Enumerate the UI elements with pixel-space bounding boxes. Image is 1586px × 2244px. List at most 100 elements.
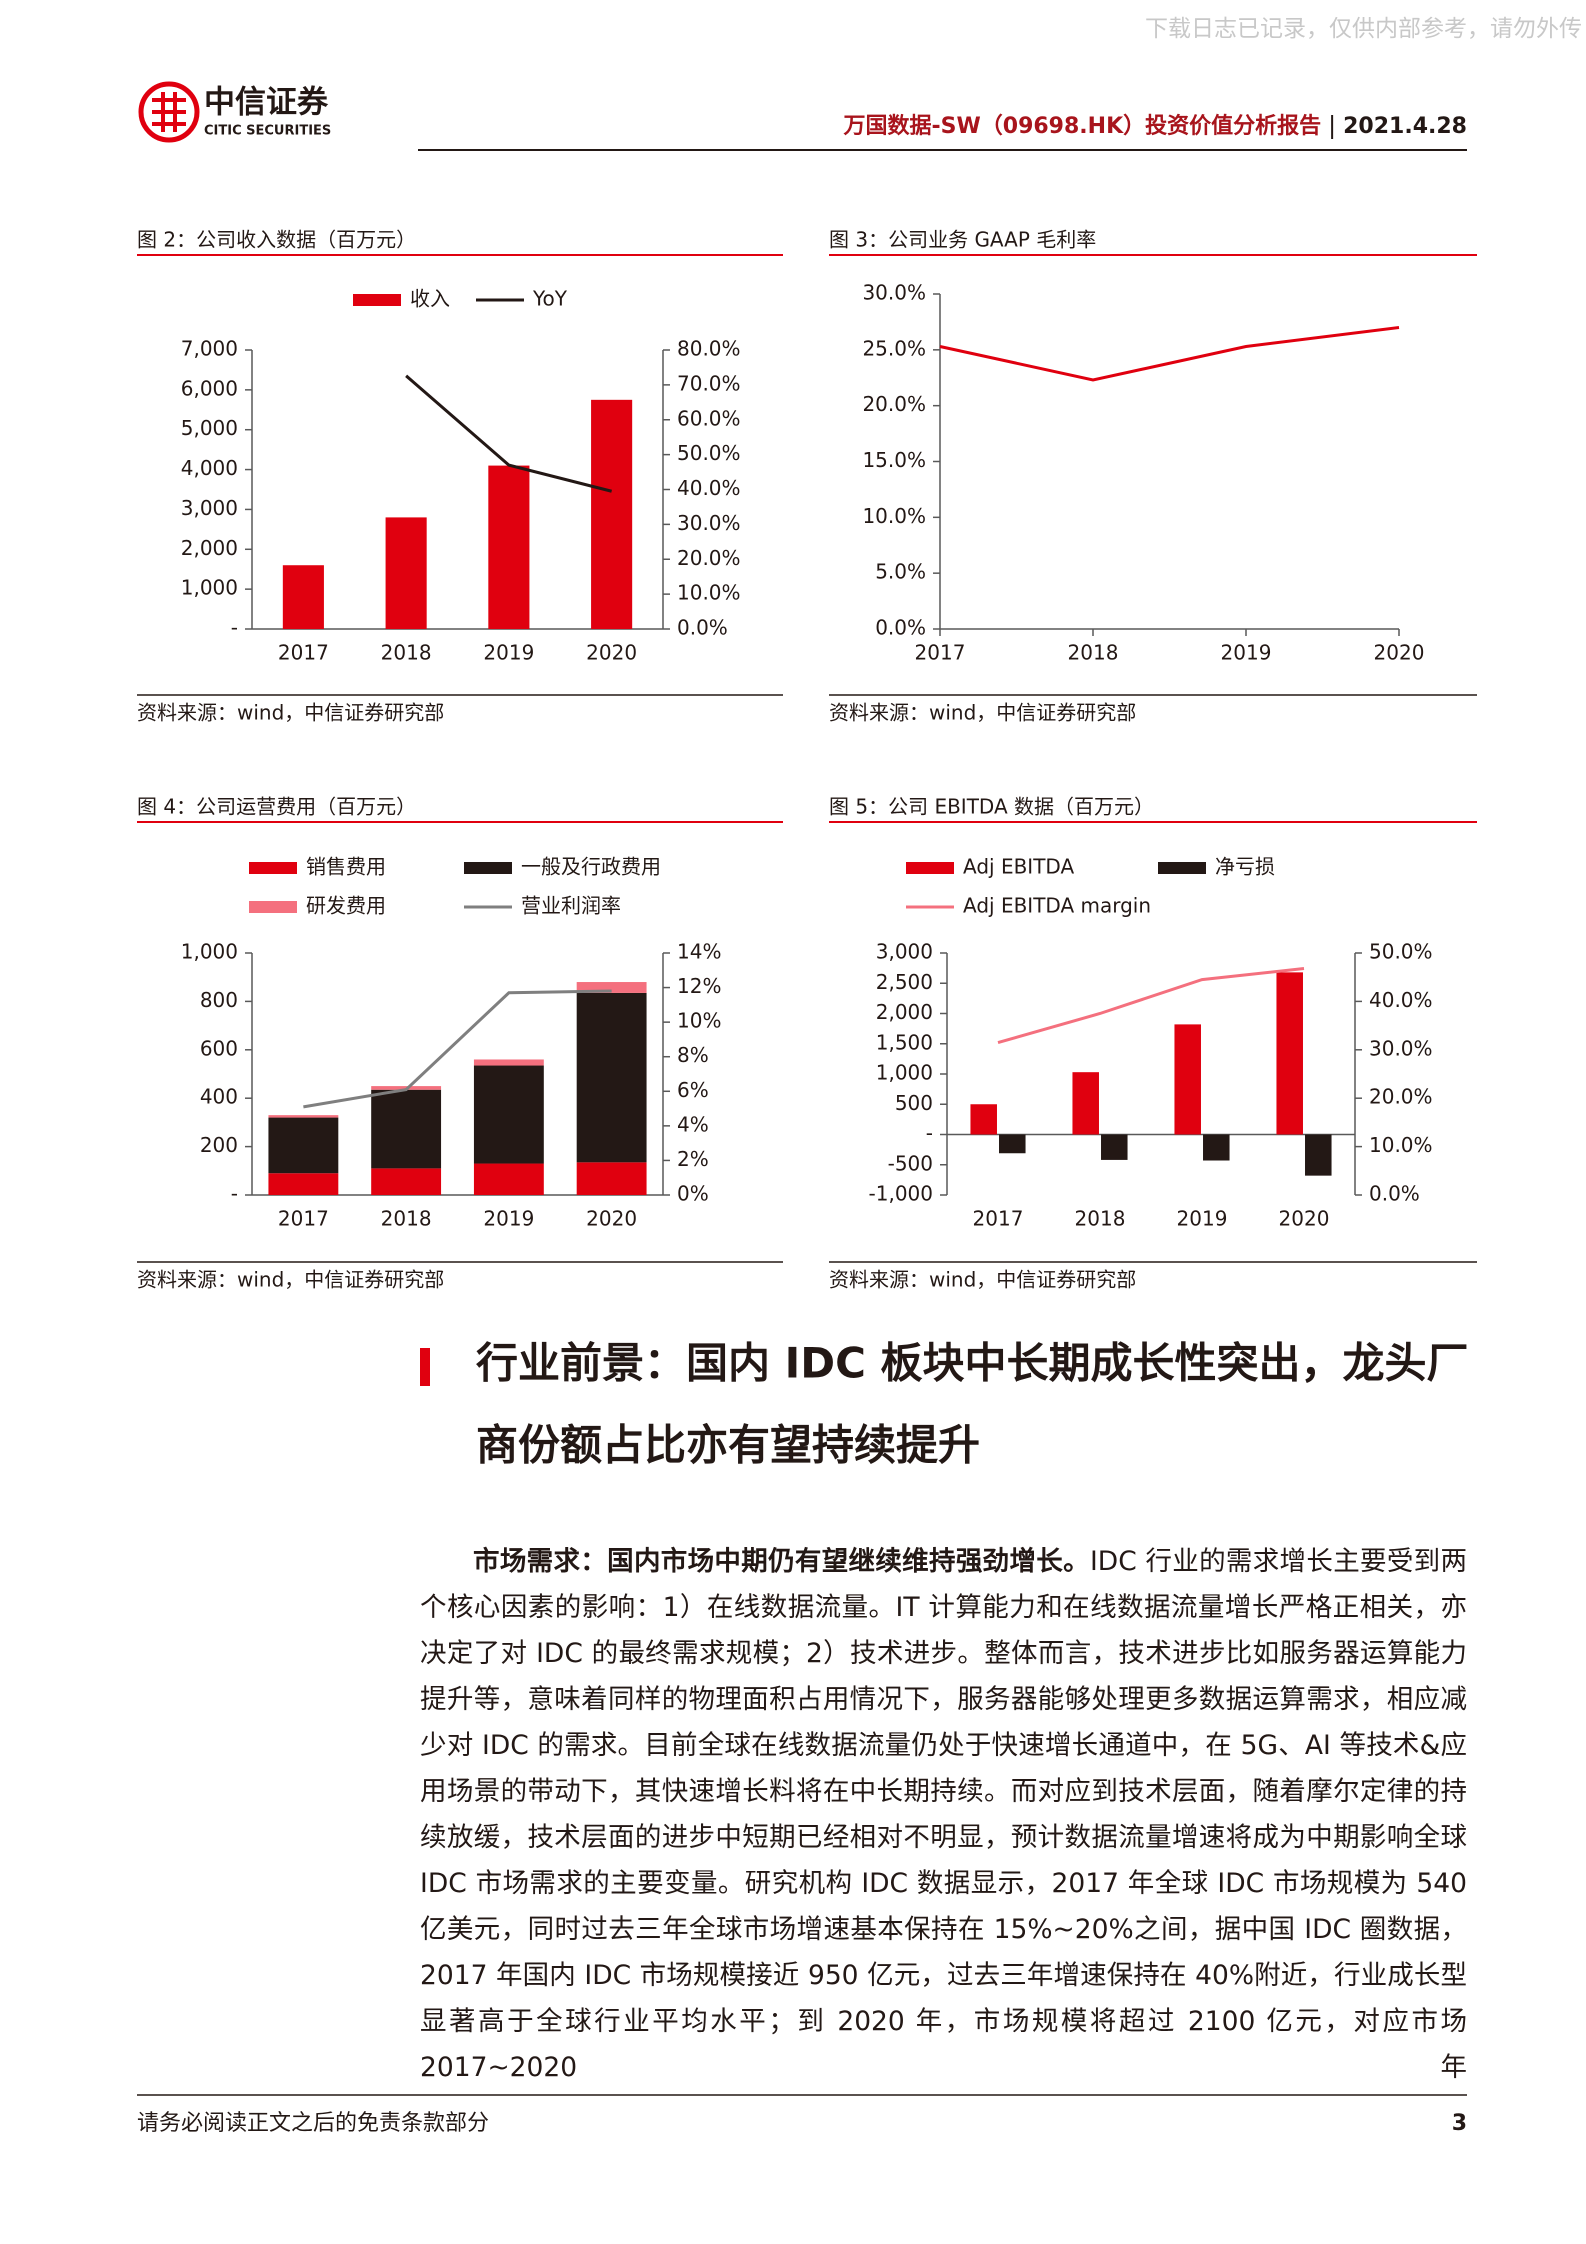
bar xyxy=(1203,1134,1230,1161)
logo-mark xyxy=(152,92,186,132)
legend-swatch xyxy=(1158,862,1206,874)
x-tick-label: 2018 xyxy=(1068,641,1119,665)
y-tick-label: - xyxy=(926,1121,933,1145)
y2-tick-label: 60.0% xyxy=(677,406,741,430)
y-tick-label: 1,000 xyxy=(876,1061,933,1085)
paragraph-lead: 市场需求：国内市场中期仍有望继续维持强劲增长。 xyxy=(473,1546,1090,1577)
chart-title: 图 4：公司运营费用（百万元） xyxy=(137,795,416,819)
y-tick-label: 5,000 xyxy=(181,416,238,440)
footer-disclaimer: 请务必阅读正文之后的免责条款部分 xyxy=(137,2111,489,2136)
y2-tick-label: 30.0% xyxy=(1369,1036,1433,1060)
y2-tick-label: 0.0% xyxy=(677,616,728,640)
y2-tick-label: 0.0% xyxy=(1369,1182,1420,1206)
y2-tick-label: 50.0% xyxy=(677,441,741,465)
legend-label: 营业利润率 xyxy=(521,894,621,918)
page-number: 3 xyxy=(1452,2111,1467,2136)
y-tick-label: 10.0% xyxy=(862,504,926,528)
y-tick-label: 1,000 xyxy=(181,940,238,964)
bar xyxy=(591,399,633,629)
bar xyxy=(999,1134,1026,1154)
y-tick-label: 15.0% xyxy=(862,448,926,472)
chart-source: 资料来源：wind，中信证券研究部 xyxy=(829,701,1136,725)
line xyxy=(303,989,612,1109)
logo-cn: 中信证券 xyxy=(204,85,329,121)
line xyxy=(939,326,1400,382)
y2-tick-label: 6% xyxy=(677,1078,709,1102)
y2-tick-label: 0% xyxy=(677,1182,709,1206)
y-tick-label: 2,000 xyxy=(181,536,238,560)
y-tick-label: 800 xyxy=(200,988,238,1012)
bar xyxy=(1101,1134,1128,1160)
y-tick-label: -1,000 xyxy=(869,1182,933,1206)
y2-tick-label: 8% xyxy=(677,1043,709,1067)
y-tick-label: 5.0% xyxy=(875,560,926,584)
bar xyxy=(1276,972,1303,1135)
bar xyxy=(385,517,427,629)
y2-tick-label: 70.0% xyxy=(677,371,741,395)
y2-tick-label: 30.0% xyxy=(677,511,741,535)
section-heading: 行业前景：国内 IDC 板块中长期成长性突出，龙头厂 xyxy=(476,1339,1469,1388)
bar xyxy=(1072,1072,1099,1135)
header-text: 万国数据-SW（09698.HK）投资价值分析报告 2021.4.28 xyxy=(843,113,1467,139)
y2-tick-label: 40.0% xyxy=(677,476,741,500)
bar xyxy=(576,982,647,993)
y-tick-label: - xyxy=(231,1182,238,1206)
x-tick-label: 2020 xyxy=(1374,641,1425,665)
watermark: 下载日志已记录，仅供内部参考，请勿外传 xyxy=(1145,16,1582,42)
x-tick-label: 2020 xyxy=(586,641,637,665)
y-tick-label: -500 xyxy=(888,1151,933,1175)
x-tick-label: 2018 xyxy=(381,641,432,665)
paragraph: 市场需求：国内市场中期仍有望继续维持强劲增长。IDC 行业的需求增长主要受到两个… xyxy=(420,1539,1467,2091)
y-tick-label: 400 xyxy=(200,1085,238,1109)
chart-title: 图 2：公司收入数据（百万元） xyxy=(137,228,416,252)
y2-tick-label: 20.0% xyxy=(1369,1085,1433,1109)
y-tick-label: 4,000 xyxy=(181,456,238,480)
legend-label: Adj EBITDA margin xyxy=(963,894,1151,918)
bar xyxy=(371,1089,442,1169)
y-tick-label: 2,000 xyxy=(876,1000,933,1024)
y-tick-label: 1,000 xyxy=(181,576,238,600)
legend-swatch xyxy=(464,862,512,874)
y2-tick-label: 20.0% xyxy=(677,546,741,570)
chart-title: 图 5：公司 EBITDA 数据（百万元） xyxy=(829,795,1154,819)
y-tick-label: 500 xyxy=(895,1091,933,1115)
bar xyxy=(268,1173,339,1195)
chart-source: 资料来源：wind，中信证券研究部 xyxy=(137,701,444,725)
legend-label: 销售费用 xyxy=(306,855,386,879)
legend-swatch xyxy=(249,862,297,874)
chart-source: 资料来源：wind，中信证券研究部 xyxy=(829,1268,1136,1292)
report-date: 2021.4.28 xyxy=(1343,114,1467,139)
bar xyxy=(473,1059,544,1066)
chart-title: 图 3：公司业务 GAAP 毛利率 xyxy=(829,228,1096,252)
y-tick-label: 1,500 xyxy=(876,1030,933,1054)
x-tick-label: 2017 xyxy=(278,1207,329,1231)
y2-tick-label: 14% xyxy=(677,940,721,964)
y-tick-label: 2,500 xyxy=(876,970,933,994)
x-tick-label: 2018 xyxy=(381,1207,432,1231)
x-tick-label: 2018 xyxy=(1075,1207,1126,1231)
x-tick-label: 2017 xyxy=(915,641,966,665)
y2-tick-label: 2% xyxy=(677,1147,709,1171)
y-tick-label: 30.0% xyxy=(862,281,926,305)
y-tick-label: 600 xyxy=(200,1036,238,1060)
legend-swatch xyxy=(906,862,954,874)
x-tick-label: 2019 xyxy=(483,641,534,665)
chart-source: 资料来源：wind，中信证券研究部 xyxy=(137,1268,444,1292)
y2-tick-label: 40.0% xyxy=(1369,988,1433,1012)
bar xyxy=(282,565,324,629)
logo-ring xyxy=(138,81,200,143)
legend-label: YoY xyxy=(532,287,568,311)
x-tick-label: 2020 xyxy=(586,1207,637,1231)
legend-label: 一般及行政费用 xyxy=(521,855,661,879)
bar xyxy=(576,992,647,1163)
bar xyxy=(268,1115,339,1118)
y2-tick-label: 80.0% xyxy=(677,337,741,361)
legend-label: 收入 xyxy=(410,287,450,311)
legend-label: 研发费用 xyxy=(306,894,386,918)
y2-tick-label: 10.0% xyxy=(1369,1133,1433,1157)
bar xyxy=(1174,1024,1201,1135)
line xyxy=(405,374,612,493)
section-heading: 商份额占比亦有望持续提升 xyxy=(476,1421,980,1470)
